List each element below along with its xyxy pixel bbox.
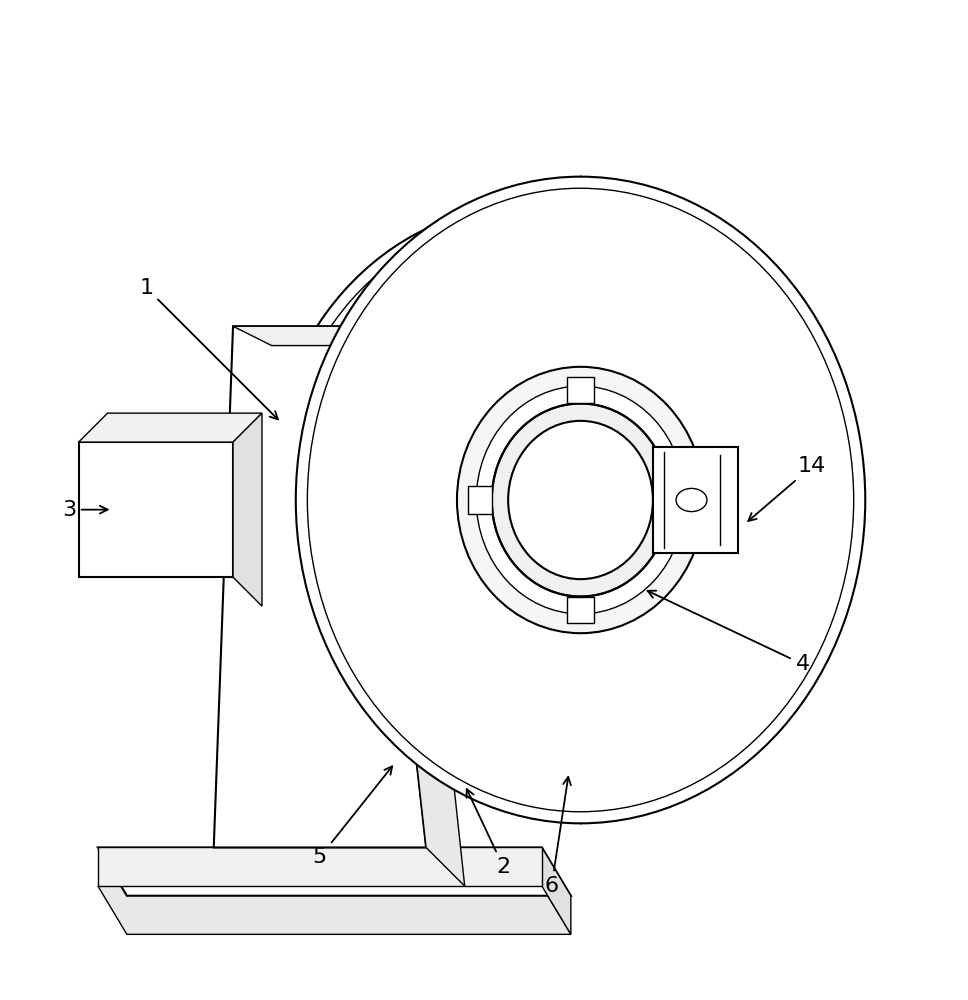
Text: 5: 5 bbox=[313, 766, 392, 867]
Ellipse shape bbox=[296, 177, 865, 823]
Text: 4: 4 bbox=[648, 591, 809, 674]
Text: 6: 6 bbox=[545, 777, 571, 896]
Polygon shape bbox=[78, 413, 262, 442]
Ellipse shape bbox=[457, 367, 704, 633]
Text: 14: 14 bbox=[748, 456, 827, 521]
Text: 3: 3 bbox=[62, 500, 107, 520]
Text: 2: 2 bbox=[467, 789, 510, 877]
Polygon shape bbox=[233, 413, 262, 606]
Polygon shape bbox=[98, 886, 571, 934]
Polygon shape bbox=[233, 326, 407, 346]
Polygon shape bbox=[468, 486, 492, 514]
Bar bbox=[652, 447, 738, 553]
Ellipse shape bbox=[492, 403, 669, 597]
Ellipse shape bbox=[267, 206, 788, 794]
Polygon shape bbox=[214, 326, 426, 847]
Text: 1: 1 bbox=[139, 278, 278, 419]
Ellipse shape bbox=[676, 488, 707, 512]
Polygon shape bbox=[368, 326, 465, 886]
Ellipse shape bbox=[508, 421, 652, 579]
Polygon shape bbox=[567, 597, 594, 623]
Ellipse shape bbox=[476, 386, 684, 614]
Polygon shape bbox=[98, 847, 542, 886]
Polygon shape bbox=[78, 442, 233, 577]
Polygon shape bbox=[98, 847, 571, 896]
Polygon shape bbox=[542, 847, 571, 934]
Polygon shape bbox=[567, 377, 594, 403]
